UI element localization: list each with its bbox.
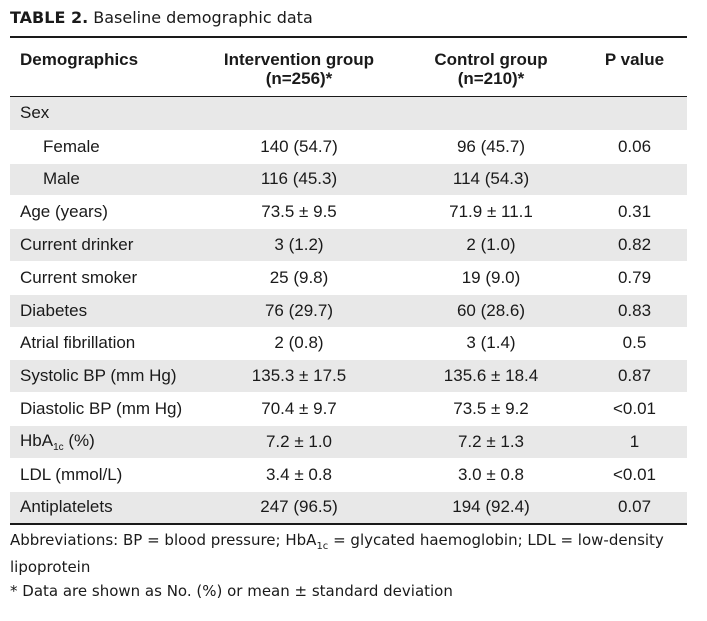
control-value: 114 (54.3) [452,169,530,189]
row-label: Diastolic BP (mm Hg) [20,399,183,419]
p-value: 0.06 [617,136,652,156]
intervention-value: 76 (29.7) [264,300,334,320]
data-format-note: * Data are shown as No. (%) or mean ± st… [10,582,453,600]
table-row: Sex [10,97,687,130]
p-value: 0.79 [617,267,652,287]
header-intervention-name: Intervention group [223,50,375,69]
control-value: 60 (28.6) [456,300,526,320]
row-label: Sex [20,103,50,123]
control-value: 135.6 ± 18.4 [443,366,539,386]
row-label: Systolic BP (mm Hg) [20,366,177,386]
table-number: TABLE 2. [10,8,89,27]
p-value: 0.87 [617,366,652,386]
control-value: 73.5 ± 9.2 [453,399,529,419]
table-row: Current drinker 3 (1.2) 2 (1.0) 0.82 [10,228,687,261]
row-label: Antiplatelets [20,497,113,517]
control-value: 3.0 ± 0.8 [457,464,525,484]
table-row: Male 116 (45.3) 114 (54.3) [10,162,687,196]
row-label-main: HbA [20,430,54,450]
row-label: Female [43,136,100,156]
table-row: Current smoker 25 (9.8) 19 (9.0) 0.79 [10,260,687,294]
table-row: Age (years) 73.5 ± 9.5 71.9 ± 11.1 0.31 [10,195,687,228]
p-value: <0.01 [612,399,656,419]
row-label: Age (years) [20,202,108,222]
row-label: Diabetes [20,300,88,320]
header-control-n: (n=210)* [457,69,525,88]
intervention-value: 70.4 ± 9.7 [261,399,337,419]
table-title: Baseline demographic data [93,8,313,27]
control-value: 96 (45.7) [456,136,526,156]
table-row: Systolic BP (mm Hg) 135.3 ± 17.5 135.6 ±… [10,359,687,393]
intervention-value: 116 (45.3) [260,169,338,189]
row-label: HbA1c (%) [10,431,198,453]
row-label: Atrial fibrillation [20,333,136,353]
row-label-subscript: 1c [53,441,64,453]
p-value: 1 [629,431,640,451]
table-row: Diabetes 76 (29.7) 60 (28.6) 0.83 [10,293,687,327]
abbreviations-suffix: = glycated haemoglobin; LDL = low-densit… [10,531,664,576]
intervention-value: 25 (9.8) [269,267,329,287]
row-label: LDL (mmol/L) [20,464,123,484]
row-label: Male [43,169,80,189]
intervention-value: 247 (96.5) [260,497,338,517]
table-row: Antiplatelets 247 (96.5) 194 (92.4) 0.07 [10,490,687,524]
control-value: 2 (1.0) [466,235,516,255]
intervention-value: 3 (1.2) [274,235,324,255]
intervention-value: 3.4 ± 0.8 [265,464,333,484]
table-header-row: Demographics Intervention group (n=256)*… [10,38,687,97]
p-value: 0.83 [617,300,652,320]
table-row: Diastolic BP (mm Hg) 70.4 ± 9.7 73.5 ± 9… [10,392,687,425]
header-p-value: P value [604,50,665,69]
abbreviations-subscript: 1c [316,541,329,552]
header-control: Control group (n=210)* [400,50,582,88]
abbreviations-note: Abbreviations: BP = blood pressure; HbA1… [10,530,700,578]
p-value: 0.31 [617,202,652,222]
p-value: 0.82 [617,235,652,255]
abbreviations-prefix: Abbreviations: BP = blood pressure; HbA [10,531,317,549]
header-demographics: Demographics [20,50,139,69]
row-label: Current drinker [20,235,134,255]
intervention-value: 7.2 ± 1.0 [265,431,333,451]
intervention-value: 135.3 ± 17.5 [251,366,347,386]
control-value: 19 (9.0) [461,267,521,287]
table-caption: TABLE 2. Baseline demographic data [10,8,313,27]
table-bottom-rule [10,523,687,526]
table-footnotes: Abbreviations: BP = blood pressure; HbA1… [10,530,700,602]
header-intervention-n: (n=256)* [265,69,333,88]
control-value: 7.2 ± 1.3 [457,431,525,451]
control-value: 194 (92.4) [452,497,530,517]
table-top-rule [10,36,687,38]
row-label-rest: (%) [63,430,95,450]
table-row: HbA1c (%) 7.2 ± 1.0 7.2 ± 1.3 1 [10,424,687,458]
row-label: Current smoker [20,267,138,287]
table-row: Atrial fibrillation 2 (0.8) 3 (1.4) 0.5 [10,326,687,360]
table-row: Female 140 (54.7) 96 (45.7) 0.06 [10,129,687,163]
p-value: <0.01 [612,464,656,484]
header-intervention: Intervention group (n=256)* [198,50,400,88]
intervention-value: 73.5 ± 9.5 [261,202,337,222]
table-row: LDL (mmol/L) 3.4 ± 0.8 3.0 ± 0.8 <0.01 [10,457,687,491]
p-value: 0.5 [622,333,647,353]
control-value: 3 (1.4) [466,333,516,353]
demographics-table: Demographics Intervention group (n=256)*… [10,36,687,526]
header-control-name: Control group [434,50,548,69]
control-value: 71.9 ± 11.1 [449,202,533,222]
intervention-value: 2 (0.8) [274,333,324,353]
intervention-value: 140 (54.7) [260,136,338,156]
p-value: 0.07 [617,497,652,517]
